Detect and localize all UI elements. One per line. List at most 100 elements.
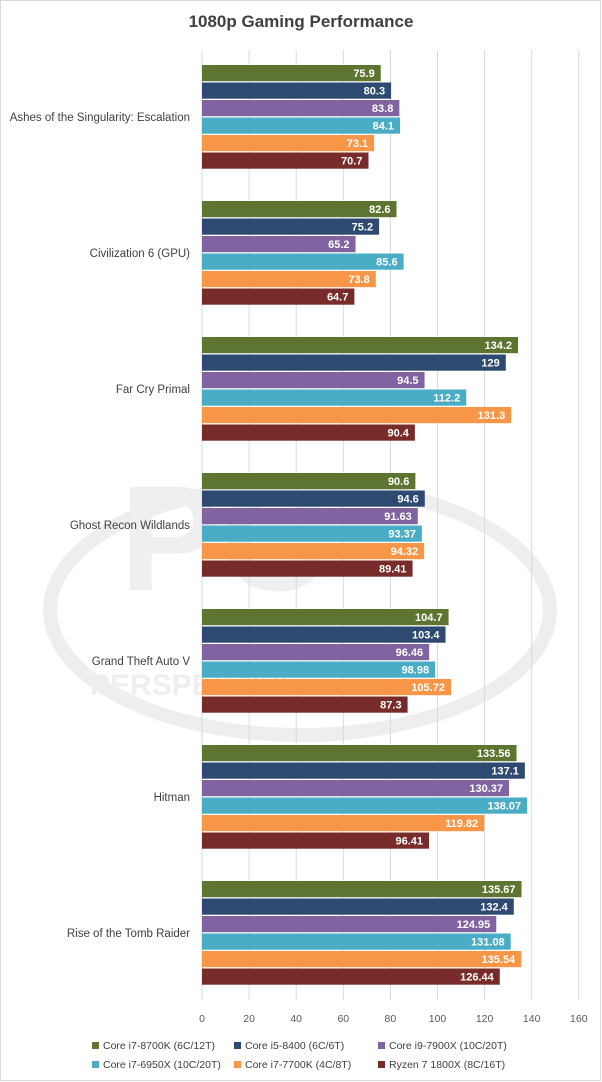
category-label: Civilization 6 (GPU) [90, 248, 190, 260]
bar [202, 525, 422, 542]
data-label: 94.32 [391, 546, 419, 558]
legend-entry: Ryzen 7 1800X (8C/16T) [389, 1059, 505, 1071]
bar [202, 372, 425, 389]
category-label: Ghost Recon Wildlands [70, 520, 190, 532]
bar [202, 100, 400, 117]
data-label: 132.4 [480, 902, 508, 914]
x-tick-label: 140 [523, 1013, 541, 1025]
bar [202, 354, 506, 371]
data-label: 133.56 [477, 748, 511, 760]
data-label: 75.2 [352, 222, 373, 234]
data-labels: 75.9 80.3 83.8 84.1 73.1 70.7 82.6 75.265.2 85.6… [327, 68, 521, 984]
data-label: 96.46 [396, 647, 424, 659]
x-axis-ticks: 0 20 40 60 80 100 120 140 160 [199, 1013, 588, 1025]
category-label: Hitman [154, 792, 190, 804]
bar [202, 236, 356, 253]
data-label: 131.3 [478, 410, 506, 422]
bar [202, 780, 510, 797]
bar [202, 762, 525, 779]
data-label: 112.2 [433, 393, 460, 405]
data-label: 126.44 [460, 972, 495, 984]
data-label: 94.6 [397, 494, 418, 506]
data-label: 98.98 [402, 665, 430, 677]
legend-swatch [378, 1061, 385, 1068]
data-label: 131.08 [471, 937, 505, 949]
category-label: Ashes of the Singularity: Escalation [10, 112, 190, 124]
data-label: 90.6 [388, 476, 409, 488]
bar [202, 951, 522, 968]
data-label: 119.82 [445, 818, 478, 830]
bar [202, 389, 467, 406]
x-tick-label: 120 [476, 1013, 494, 1025]
bar [202, 543, 425, 560]
data-label: 138.07 [487, 801, 521, 813]
data-label: 84.1 [373, 121, 394, 133]
bar [202, 745, 517, 762]
bar [202, 337, 519, 354]
bar [202, 65, 381, 82]
data-label: 90.4 [387, 428, 409, 440]
bar [202, 626, 446, 643]
data-label: 87.3 [380, 700, 401, 712]
data-label: 83.8 [372, 103, 393, 115]
x-tick-label: 40 [290, 1013, 302, 1025]
bar [202, 644, 430, 661]
bar [202, 218, 380, 235]
bar [202, 271, 376, 288]
data-label: 70.7 [341, 156, 362, 168]
data-label: 135.54 [482, 954, 517, 966]
data-label: 89.41 [379, 564, 407, 576]
bar [202, 424, 415, 441]
data-label: 93.37 [388, 529, 416, 541]
bar [202, 473, 416, 490]
data-label: 80.3 [364, 86, 385, 98]
category-labels: Ashes of the Singularity: Escalation Civi… [10, 112, 191, 940]
data-label: 85.6 [376, 257, 397, 269]
bar [202, 253, 404, 270]
bar [202, 679, 451, 696]
bar [202, 117, 401, 134]
legend-swatch [234, 1061, 241, 1068]
legend-entry: Core i5-8400 (6C/6T) [245, 1040, 344, 1052]
legend-swatch [378, 1042, 385, 1049]
bar [202, 508, 418, 525]
category-label: Grand Theft Auto V [92, 656, 191, 668]
category-label: Far Cry Primal [116, 384, 190, 396]
bar [202, 201, 397, 218]
bar [202, 968, 500, 985]
data-label: 124.95 [457, 919, 491, 931]
bar [202, 832, 430, 849]
legend-entry: Core i7-8700K (6C/12T) [103, 1040, 215, 1052]
bar [202, 82, 392, 99]
category-label: Rise of the Tomb Raider [67, 928, 190, 940]
legend-swatch [234, 1042, 241, 1049]
data-label: 129 [481, 358, 499, 370]
data-label: 134.2 [485, 340, 513, 352]
data-label: 104.7 [415, 612, 443, 624]
bar [202, 288, 355, 305]
x-tick-label: 100 [429, 1013, 447, 1025]
data-label: 75.9 [353, 68, 374, 80]
bar [202, 898, 514, 915]
data-label: 65.2 [328, 239, 349, 251]
data-label: 105.72 [411, 682, 445, 694]
data-label: 135.67 [482, 884, 516, 896]
data-label: 103.4 [412, 630, 440, 642]
data-label: 73.8 [348, 274, 369, 286]
legend-entry: Core i7-6950X (10C/20T) [103, 1059, 221, 1071]
data-label: 73.1 [347, 138, 368, 150]
bars [202, 65, 528, 985]
bar [202, 661, 436, 678]
data-label: 130.37 [469, 783, 503, 795]
data-label: 91.63 [384, 511, 412, 523]
x-tick-label: 0 [199, 1013, 205, 1025]
legend-swatch [92, 1042, 99, 1049]
legend-swatch [92, 1061, 99, 1068]
bar [202, 815, 485, 832]
bar [202, 696, 408, 713]
bar [202, 881, 522, 898]
bar [202, 490, 425, 507]
legend-entry: Core i7-7700K (4C/8T) [245, 1059, 351, 1071]
data-label: 82.6 [369, 204, 390, 216]
data-label: 96.41 [396, 836, 424, 848]
